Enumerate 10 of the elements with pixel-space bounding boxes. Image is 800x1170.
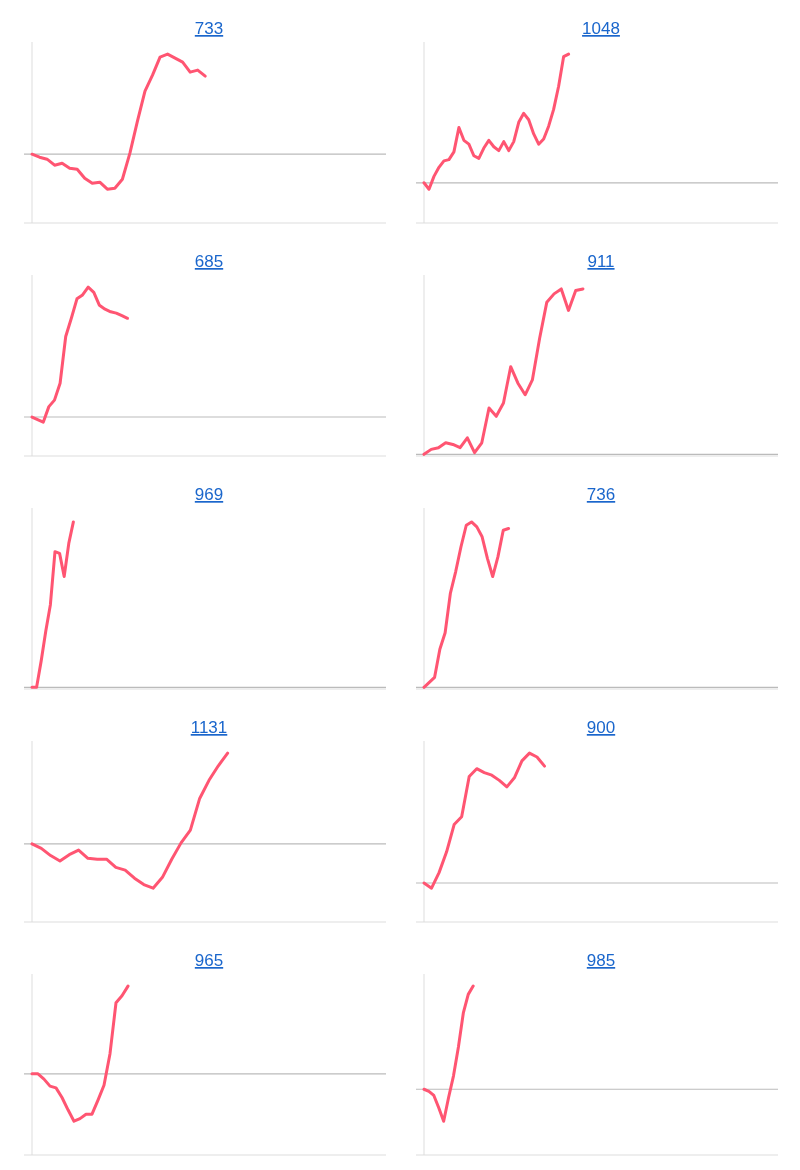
chart-title: 969 [194, 485, 224, 504]
chart-title: 1131 [190, 718, 228, 737]
chart-title: 736 [586, 485, 616, 504]
chart-title: 685 [194, 252, 224, 271]
chart-title: 911 [587, 252, 615, 271]
chart-title: 985 [586, 951, 616, 970]
chart-title: 965 [194, 951, 224, 970]
chart-title: 900 [586, 718, 616, 737]
chart-title: 733 [194, 19, 224, 38]
chart-title: 1048 [582, 19, 620, 38]
